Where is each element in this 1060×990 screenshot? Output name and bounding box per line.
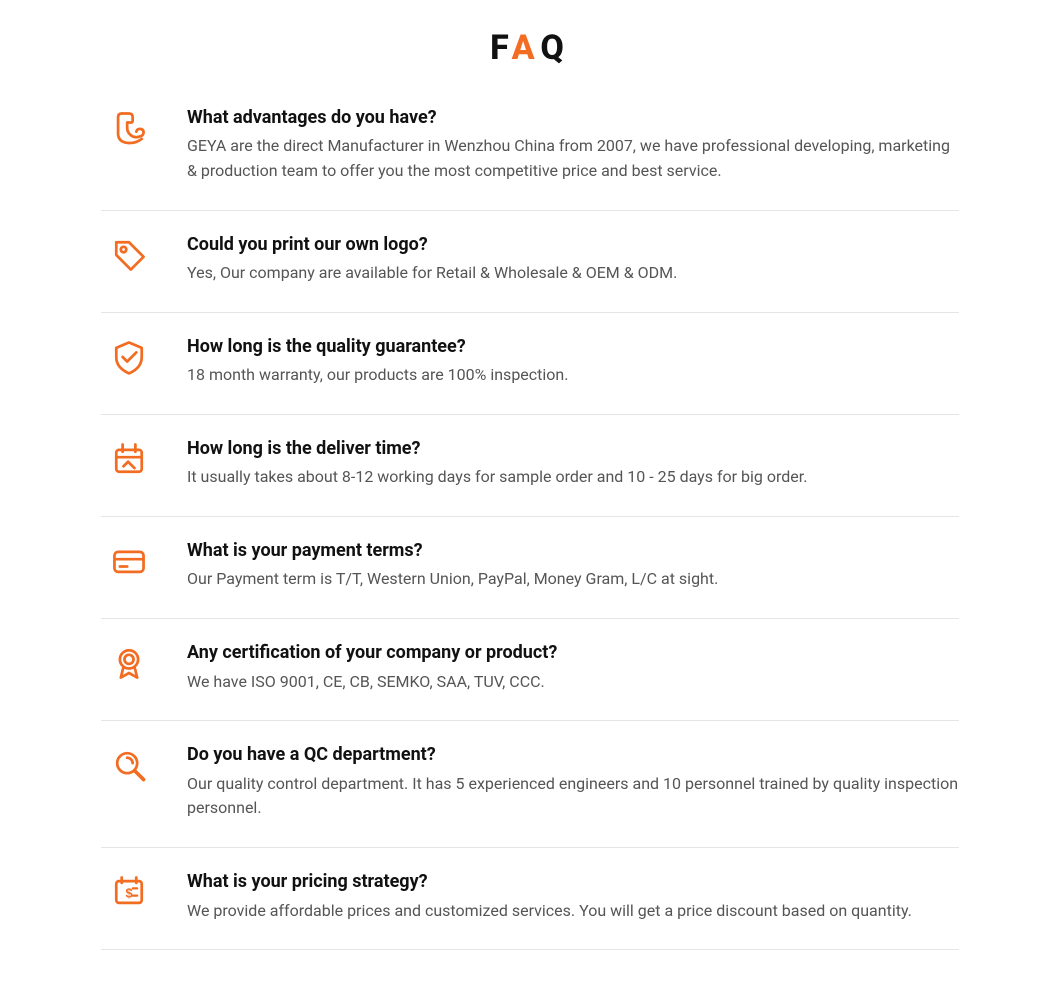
- faq-question: Do you have a QC department?: [187, 743, 959, 767]
- faq-item: How long is the quality guarantee? 18 mo…: [101, 313, 959, 415]
- faq-answer: We have ISO 9001, CE, CB, SEMKO, SAA, TU…: [187, 670, 959, 695]
- page-title: FAQ: [0, 28, 1060, 68]
- badge-icon: [101, 641, 187, 687]
- faq-item: What is your pricing strategy? We provid…: [101, 848, 959, 950]
- faq-answer: It usually takes about 8-12 working days…: [187, 465, 959, 490]
- faq-item: What is your payment terms? Our Payment …: [101, 517, 959, 619]
- title-letter-q: Q: [540, 28, 569, 68]
- faq-text: What is your payment terms? Our Payment …: [187, 539, 959, 592]
- faq-item: How long is the deliver time? It usually…: [101, 415, 959, 517]
- tag-icon: [101, 233, 187, 279]
- faq-page: FAQ What advantages do you have? GEYA ar…: [0, 0, 1060, 990]
- price-icon: [101, 870, 187, 916]
- faq-text: How long is the deliver time? It usually…: [187, 437, 959, 490]
- faq-question: How long is the quality guarantee?: [187, 335, 959, 359]
- faq-text: Could you print our own logo? Yes, Our c…: [187, 233, 959, 286]
- magnifier-icon: [101, 743, 187, 789]
- faq-question: Any certification of your company or pro…: [187, 641, 959, 665]
- faq-question: What advantages do you have?: [187, 106, 959, 130]
- faq-answer: 18 month warranty, our products are 100%…: [187, 363, 959, 388]
- faq-question: Could you print our own logo?: [187, 233, 959, 257]
- faq-text: What advantages do you have? GEYA are th…: [187, 106, 959, 184]
- faq-answer: GEYA are the direct Manufacturer in Wenz…: [187, 134, 959, 184]
- faq-item: What advantages do you have? GEYA are th…: [101, 96, 959, 211]
- card-icon: [101, 539, 187, 585]
- faq-item: Could you print our own logo? Yes, Our c…: [101, 211, 959, 313]
- calendar-icon: [101, 437, 187, 483]
- faq-answer: Yes, Our company are available for Retai…: [187, 261, 959, 286]
- faq-text: What is your pricing strategy? We provid…: [187, 870, 959, 923]
- faq-list: What advantages do you have? GEYA are th…: [101, 96, 959, 950]
- faq-question: What is your pricing strategy?: [187, 870, 959, 894]
- faq-answer: Our quality control department. It has 5…: [187, 772, 959, 822]
- faq-item: Any certification of your company or pro…: [101, 619, 959, 721]
- faq-question: How long is the deliver time?: [187, 437, 959, 461]
- faq-item: Do you have a QC department? Our quality…: [101, 721, 959, 848]
- shield-check-icon: [101, 335, 187, 381]
- faq-text: Any certification of your company or pro…: [187, 641, 959, 694]
- faq-text: How long is the quality guarantee? 18 mo…: [187, 335, 959, 388]
- muscle-icon: [101, 106, 187, 152]
- faq-answer: Our Payment term is T/T, Western Union, …: [187, 567, 959, 592]
- faq-question: What is your payment terms?: [187, 539, 959, 563]
- title-letter-f: F: [490, 28, 512, 68]
- faq-answer: We provide affordable prices and customi…: [187, 899, 959, 924]
- faq-text: Do you have a QC department? Our quality…: [187, 743, 959, 821]
- title-letter-a: A: [512, 28, 541, 68]
